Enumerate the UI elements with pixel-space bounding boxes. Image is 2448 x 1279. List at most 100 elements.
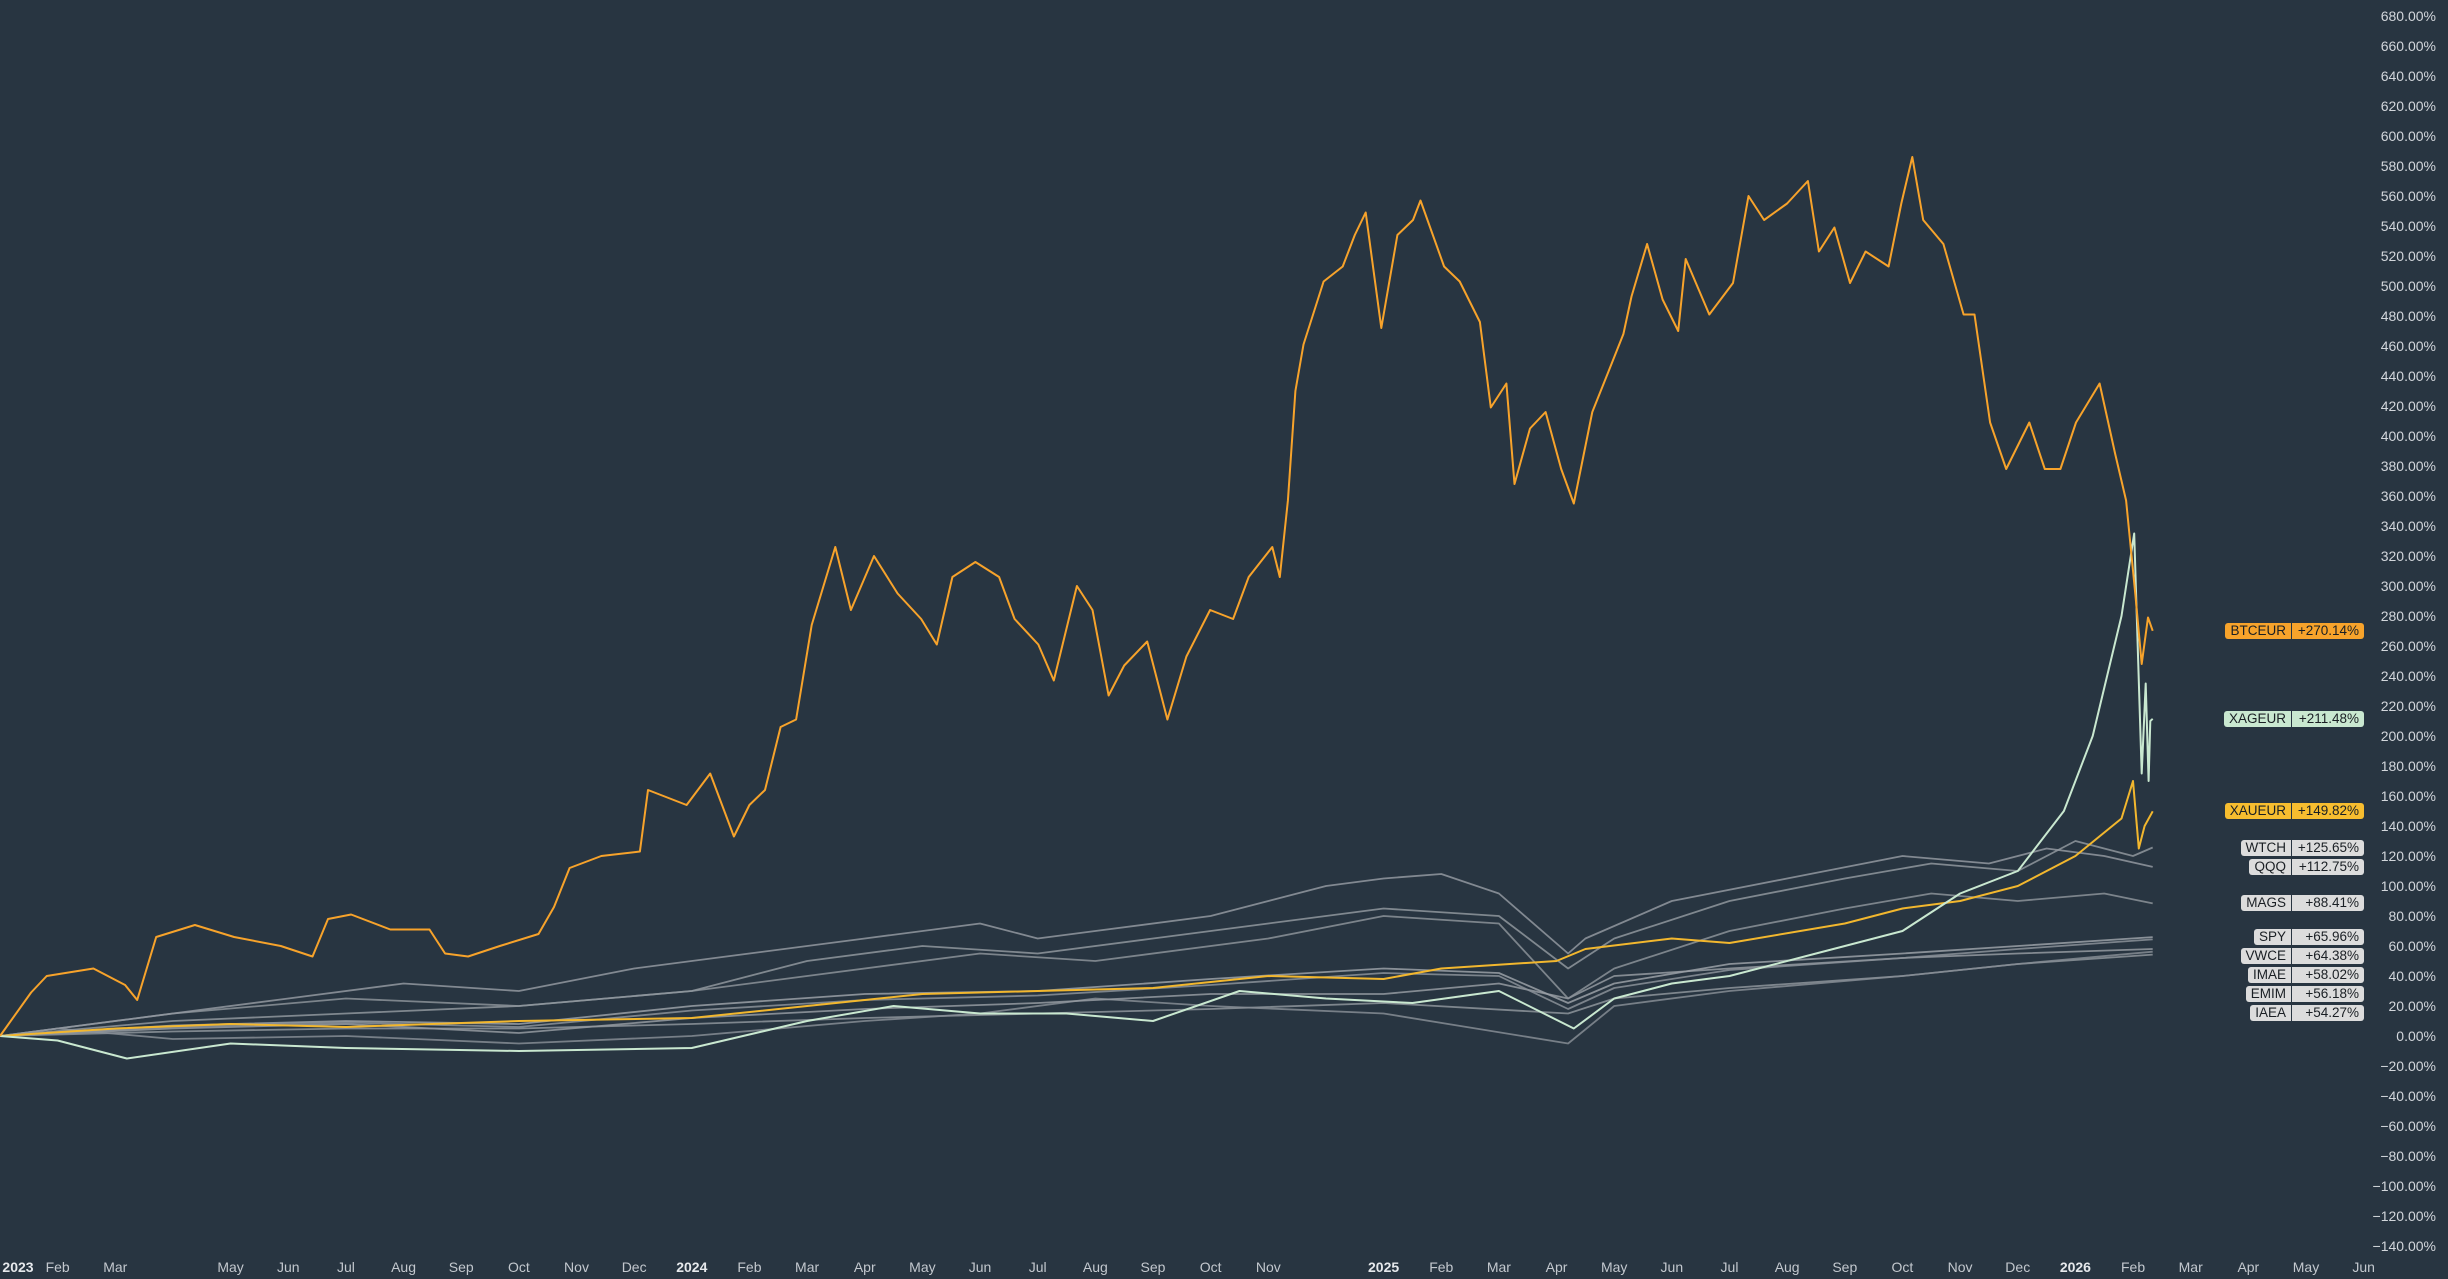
series-line-spy [0, 936, 2153, 1037]
badge-value: +64.38% [2292, 948, 2364, 965]
x-tick-label: 2023 [2, 1259, 33, 1275]
y-tick-label: 160.00% [2381, 788, 2436, 804]
badge-value: +211.48% [2292, 710, 2364, 727]
badge-xaueur: XAUEUR +149.82% [2224, 803, 2364, 820]
series-line-wtch [0, 840, 2154, 1037]
badge-value: +270.14% [2292, 622, 2364, 639]
series-line-iaea [0, 953, 2153, 1037]
x-tick-label: Nov [564, 1259, 589, 1275]
x-tick-label: Mar [2179, 1259, 2203, 1275]
badge-emim: EMIM +56.18% [2245, 986, 2364, 1003]
y-tick-label: −20.00% [2380, 1058, 2436, 1074]
badge-wtch: WTCH +125.65% [2240, 839, 2364, 856]
badge-spy: SPY +65.96% [2253, 929, 2364, 946]
x-tick-label: Apr [854, 1259, 876, 1275]
series-line-qqq [0, 847, 2153, 1037]
y-tick-label: 420.00% [2381, 398, 2436, 414]
x-tick-label: May [217, 1259, 243, 1275]
x-tick-label: Mar [1487, 1259, 1511, 1275]
y-tick-label: 100.00% [2381, 878, 2436, 894]
y-tick-label: 20.00% [2389, 998, 2436, 1014]
x-tick-label: May [2293, 1259, 2319, 1275]
y-tick-label: 360.00% [2381, 488, 2436, 504]
y-tick-label: 440.00% [2381, 368, 2436, 384]
badge-symbol: IMAE [2247, 967, 2292, 984]
badge-value: +125.65% [2292, 839, 2364, 856]
y-tick-label: 560.00% [2381, 188, 2436, 204]
badge-value: +88.41% [2292, 895, 2364, 912]
series-line-xaueur [0, 780, 2154, 1037]
x-tick-label: Sep [1141, 1259, 1166, 1275]
y-tick-label: 240.00% [2381, 668, 2436, 684]
y-tick-label: 660.00% [2381, 38, 2436, 54]
badge-symbol: WTCH [2240, 839, 2292, 856]
x-tick-label: Jun [277, 1259, 300, 1275]
y-tick-label: 500.00% [2381, 278, 2436, 294]
badge-symbol: VWCE [2240, 948, 2292, 965]
badge-value: +54.27% [2292, 1005, 2364, 1022]
y-tick-label: 200.00% [2381, 728, 2436, 744]
badge-value: +65.96% [2292, 929, 2364, 946]
x-tick-label: 2025 [1368, 1259, 1399, 1275]
y-tick-label: 460.00% [2381, 338, 2436, 354]
badge-symbol: IAEA [2250, 1005, 2292, 1022]
badge-xageur: XAGEUR +211.48% [2223, 710, 2364, 727]
y-tick-label: 260.00% [2381, 638, 2436, 654]
y-tick-label: 480.00% [2381, 308, 2436, 324]
x-tick-label: Jun [2352, 1259, 2375, 1275]
y-tick-label: 540.00% [2381, 218, 2436, 234]
y-tick-label: 180.00% [2381, 758, 2436, 774]
y-tick-label: 220.00% [2381, 698, 2436, 714]
y-tick-label: 620.00% [2381, 98, 2436, 114]
x-tick-label: Mar [795, 1259, 819, 1275]
x-tick-label: 2024 [676, 1259, 707, 1275]
x-axis: 2023 Feb Mar May Jun Jul Aug Sep Oct Nov Dec 2024 Fe… [2, 1259, 2375, 1275]
y-tick-label: −60.00% [2380, 1118, 2436, 1134]
y-tick-label: 380.00% [2381, 458, 2436, 474]
x-tick-label: Aug [1083, 1259, 1108, 1275]
badge-symbol: EMIM [2245, 986, 2292, 1003]
badge-value: +112.75% [2292, 858, 2364, 875]
x-tick-label: Sep [1832, 1259, 1857, 1275]
y-tick-label: 680.00% [2381, 8, 2436, 24]
y-tick-label: 320.00% [2381, 548, 2436, 564]
badge-symbol: XAUEUR [2224, 803, 2292, 820]
series-line-xageur [0, 532, 2154, 1060]
y-tick-label: 280.00% [2381, 608, 2436, 624]
x-tick-label: Aug [1775, 1259, 1800, 1275]
y-tick-label: 80.00% [2389, 908, 2436, 924]
x-tick-label: Jun [1661, 1259, 1684, 1275]
badge-symbol: BTCEUR [2225, 622, 2292, 639]
series-line-emim [0, 950, 2153, 1045]
x-tick-label: Feb [1429, 1259, 1453, 1275]
y-tick-label: 520.00% [2381, 248, 2436, 264]
badge-symbol: SPY [2253, 929, 2292, 946]
x-tick-label: May [909, 1259, 935, 1275]
badge-qqq: QQQ +112.75% [2249, 858, 2364, 875]
badge-symbol: XAGEUR [2223, 710, 2292, 727]
x-tick-label: Jul [1029, 1259, 1047, 1275]
y-tick-label: 340.00% [2381, 518, 2436, 534]
x-tick-label: Nov [1948, 1259, 1973, 1275]
x-tick-label: Jul [337, 1259, 355, 1275]
x-tick-label: Mar [103, 1259, 127, 1275]
x-tick-label: Nov [1256, 1259, 1281, 1275]
badge-symbol: MAGS [2241, 895, 2292, 912]
x-tick-label: Apr [2237, 1259, 2259, 1275]
x-tick-label: Jul [1721, 1259, 1739, 1275]
x-tick-label: Dec [2005, 1259, 2030, 1275]
badge-value: +56.18% [2292, 986, 2364, 1003]
series-lines [0, 156, 2154, 1060]
x-tick-label: Oct [1200, 1259, 1222, 1275]
x-tick-label: Feb [2121, 1259, 2145, 1275]
y-tick-label: 40.00% [2389, 968, 2436, 984]
x-tick-label: 2026 [2060, 1259, 2091, 1275]
badge-iaea: IAEA +54.27% [2250, 1005, 2364, 1022]
x-tick-label: Jun [969, 1259, 992, 1275]
y-tick-label: 60.00% [2389, 938, 2436, 954]
y-tick-label: −100.00% [2373, 1178, 2436, 1194]
y-tick-label: −40.00% [2380, 1088, 2436, 1104]
badge-value: +149.82% [2292, 803, 2364, 820]
y-tick-label: 120.00% [2381, 848, 2436, 864]
